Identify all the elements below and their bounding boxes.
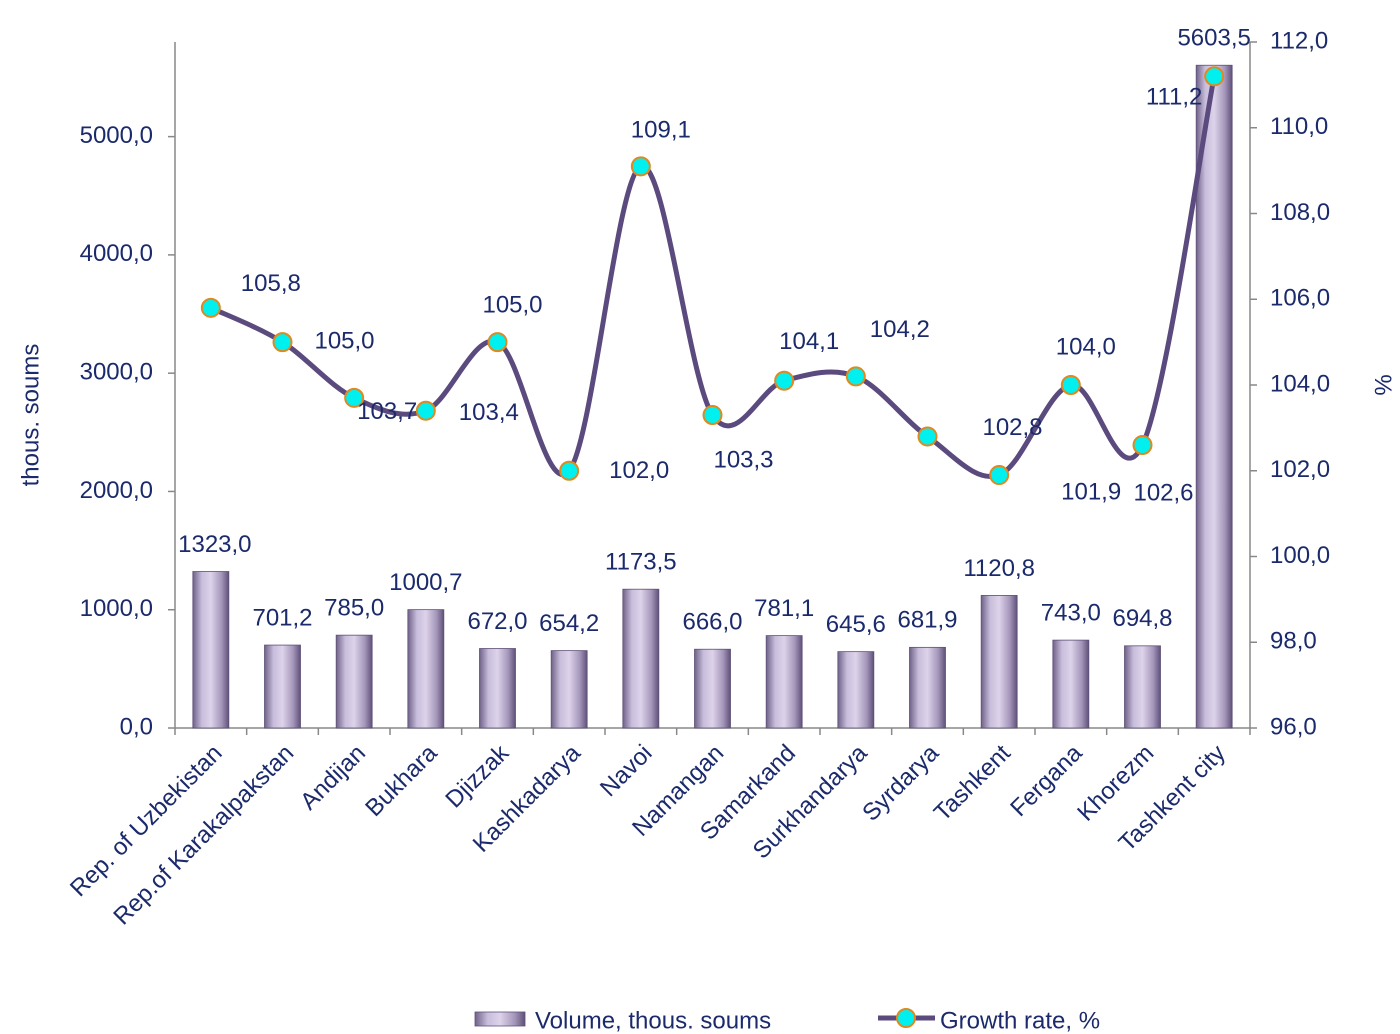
line-value-label: 104,2 bbox=[870, 316, 930, 343]
line-value-label: 102,0 bbox=[609, 457, 669, 484]
line-marker bbox=[702, 405, 723, 426]
legend-marker bbox=[896, 1008, 916, 1028]
line-marker bbox=[200, 297, 221, 318]
bar-value-label: 654,2 bbox=[539, 610, 599, 637]
line-value-label: 105,8 bbox=[241, 270, 301, 297]
y-tick-label: 5000,0 bbox=[80, 122, 153, 149]
line-marker bbox=[272, 332, 293, 353]
line-marker bbox=[1204, 66, 1225, 87]
line-value-label: 101,9 bbox=[1061, 478, 1121, 505]
bar-value-label: 785,0 bbox=[324, 594, 384, 621]
y2-tick-label: 102,0 bbox=[1270, 456, 1330, 483]
line-value-label: 102,6 bbox=[1133, 479, 1193, 506]
bar bbox=[407, 609, 445, 729]
bar-value-label: 743,0 bbox=[1041, 599, 1101, 626]
bar-value-label: 694,8 bbox=[1112, 605, 1172, 632]
line-marker bbox=[774, 370, 795, 391]
line-value-label: 105,0 bbox=[482, 291, 542, 318]
y-tick-label: 2000,0 bbox=[80, 477, 153, 504]
bar-value-label: 1173,5 bbox=[605, 549, 677, 576]
bar bbox=[1195, 64, 1233, 729]
x-tick-label: Navoi bbox=[595, 740, 657, 802]
y-axis-label: thous. soums bbox=[17, 344, 44, 487]
bar bbox=[622, 588, 660, 729]
line-value-label: 103,3 bbox=[713, 446, 773, 473]
line-value-label: 104,0 bbox=[1056, 333, 1116, 360]
bar-value-label: 681,9 bbox=[897, 607, 957, 634]
bar-value-label: 672,0 bbox=[467, 608, 527, 635]
bar bbox=[479, 648, 516, 729]
line-value-label: 103,7 bbox=[357, 398, 417, 425]
line-marker bbox=[845, 366, 866, 387]
bar bbox=[1124, 645, 1161, 729]
bar bbox=[765, 635, 803, 729]
bar bbox=[1052, 639, 1090, 729]
bar-value-label: 1120,8 bbox=[963, 555, 1035, 582]
line-marker bbox=[989, 465, 1010, 486]
bar bbox=[980, 595, 1018, 729]
x-tick-label: Tashkent bbox=[929, 739, 1016, 826]
y2-tick-label: 112,0 bbox=[1270, 27, 1328, 54]
y2-axis-label: % bbox=[1370, 374, 1397, 395]
bar bbox=[694, 648, 731, 729]
bar bbox=[335, 634, 373, 729]
bar bbox=[264, 644, 301, 729]
legend-label: Volume, thous. soums bbox=[535, 1007, 771, 1034]
line-marker bbox=[415, 400, 436, 421]
y2-tick-label: 98,0 bbox=[1270, 628, 1317, 655]
line-marker bbox=[487, 332, 508, 353]
x-tick-label: Andijan bbox=[295, 740, 371, 816]
bar bbox=[909, 646, 946, 729]
y2-tick-label: 104,0 bbox=[1270, 370, 1330, 397]
legend-swatch bbox=[474, 1011, 526, 1027]
bar-value-label: 645,6 bbox=[826, 611, 886, 638]
bar bbox=[550, 650, 588, 729]
y2-tick-label: 108,0 bbox=[1270, 199, 1330, 226]
bar-value-label: 5603,5 bbox=[1177, 25, 1250, 52]
bar-value-label: 701,2 bbox=[252, 604, 312, 631]
bar-value-label: 1323,0 bbox=[178, 531, 251, 558]
line-marker bbox=[1132, 435, 1153, 456]
line-value-label: 109,1 bbox=[631, 117, 691, 144]
bar-value-label: 666,0 bbox=[682, 609, 742, 636]
line-value-label: 105,0 bbox=[314, 327, 374, 354]
line-value-label: 104,1 bbox=[779, 328, 839, 355]
bar-value-label: 1000,7 bbox=[389, 569, 462, 596]
y2-tick-label: 106,0 bbox=[1270, 285, 1330, 312]
y-tick-label: 3000,0 bbox=[80, 359, 153, 386]
y2-tick-label: 100,0 bbox=[1270, 542, 1330, 569]
legend-label: Growth rate, % bbox=[940, 1007, 1100, 1034]
line-value-label: 103,4 bbox=[459, 399, 519, 426]
x-tick-label: Syrdarya bbox=[857, 739, 944, 826]
line-marker bbox=[1060, 375, 1081, 395]
y-tick-label: 4000,0 bbox=[80, 240, 153, 267]
x-tick-label: Bukhara bbox=[360, 739, 443, 822]
bar bbox=[837, 651, 875, 729]
line-marker bbox=[917, 426, 938, 447]
line-marker bbox=[630, 156, 651, 177]
y2-tick-label: 110,0 bbox=[1270, 113, 1328, 140]
line-value-label: 111,2 bbox=[1146, 84, 1203, 111]
line-value-label: 102,8 bbox=[982, 414, 1042, 441]
y-tick-label: 0,0 bbox=[120, 713, 153, 740]
y2-tick-label: 96,0 bbox=[1270, 713, 1317, 740]
bar bbox=[192, 571, 230, 729]
y-tick-label: 1000,0 bbox=[80, 595, 153, 622]
line-marker bbox=[344, 387, 365, 408]
bar-value-label: 781,1 bbox=[754, 595, 814, 622]
line-marker bbox=[559, 460, 580, 481]
